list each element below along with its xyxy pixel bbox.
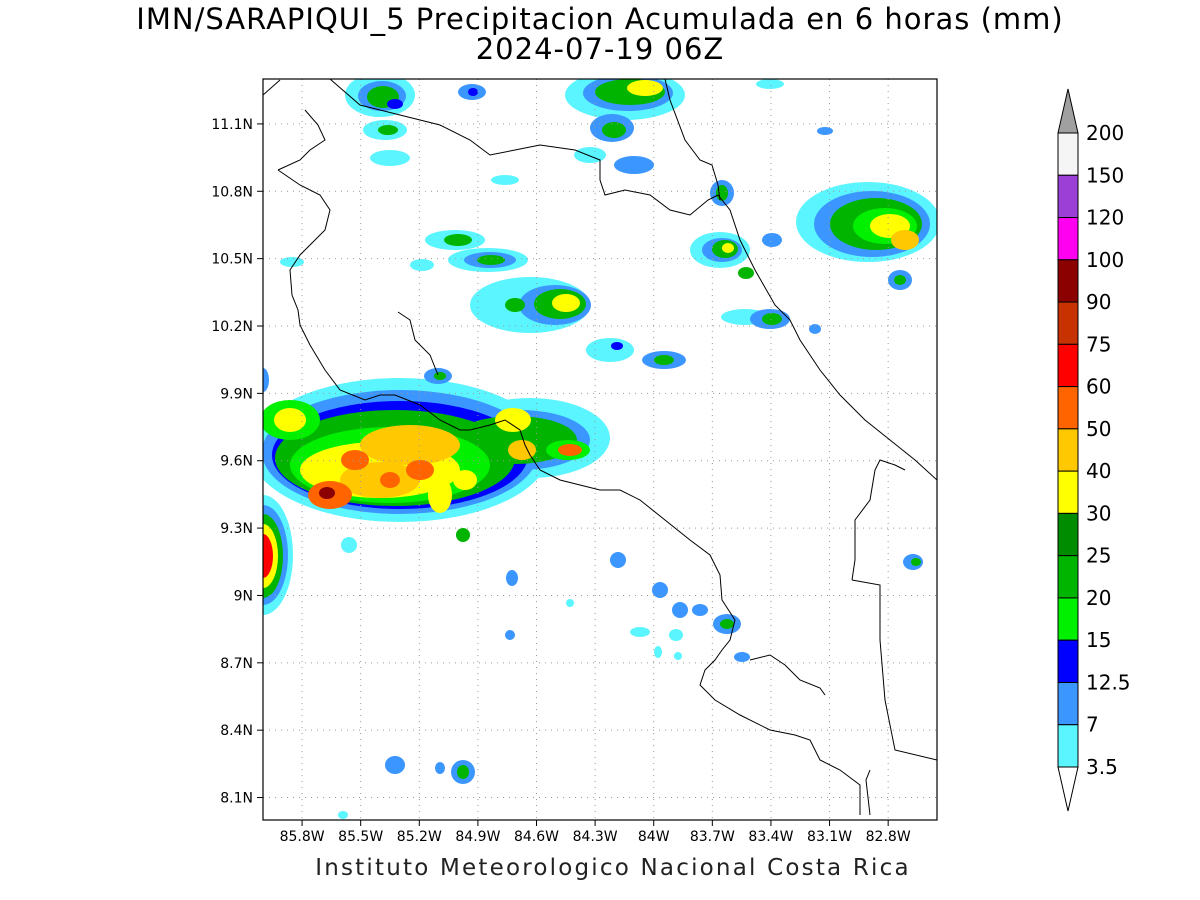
colorbar-label: 3.5 [1086, 755, 1118, 779]
coastline [263, 79, 937, 816]
lon-tick-label: 83.4W [748, 829, 793, 845]
colorbar-label: 12.5 [1086, 670, 1131, 694]
map-date: 2024-07-19 06Z [475, 32, 725, 66]
lat-tick-label: 8.1N [220, 791, 253, 807]
colorbar-swatch [1057, 259, 1079, 303]
lon-tick-label: 82.8W [866, 829, 911, 845]
colorbar-label: 30 [1086, 501, 1111, 525]
map-grid [263, 79, 937, 820]
lon-tick-label: 85.5W [338, 829, 383, 845]
colorbar-swatch [1057, 555, 1079, 599]
lon-tick-label: 84.9W [455, 829, 500, 845]
colorbar-swatch [1057, 301, 1079, 345]
rain-cell-southwest-edge [263, 368, 470, 615]
colorbar-label: 7 [1086, 713, 1099, 737]
rain-cell-caribbean-north [690, 127, 937, 290]
colorbar-swatch [1057, 597, 1079, 641]
precipitation-field [263, 79, 937, 819]
lat-tick-label: 8.7N [220, 656, 253, 672]
lon-tick-label: 85.8W [280, 829, 325, 845]
colorbar-swatch [1057, 724, 1079, 768]
longitude-ticks: 85.8W 85.5W 85.2W 84.9W 84.6W 84.3W 84W 83.7W 83… [280, 820, 911, 845]
map-frame [262, 78, 938, 821]
latitude-ticks: 11.1N 10.8N 10.5N 10.2N 9.9N 9.6N 9.3N 9N 8.7N 8.… [211, 117, 263, 807]
rain-cell-north-central [491, 79, 784, 206]
lon-tick-label: 83.1W [807, 829, 852, 845]
colorbar-swatch [1057, 132, 1079, 176]
colorbar-max-triangle [1057, 88, 1079, 134]
lon-tick-label: 83.7W [690, 829, 735, 845]
rain-cell-northern-plains [280, 230, 821, 369]
lat-tick-label: 10.2N [211, 319, 253, 335]
rain-cell-pacific-main [263, 368, 610, 522]
lat-tick-label: 8.4N [220, 723, 253, 739]
colorbar-swatch [1057, 174, 1079, 219]
colorbar-label: 60 [1086, 375, 1111, 399]
colorbar-swatch [1057, 639, 1079, 683]
colorbar-label: 120 [1086, 206, 1124, 230]
lat-tick-label: 10.5N [211, 252, 253, 268]
credit-text: Instituto Meteorologico Nacional Costa R… [315, 855, 911, 881]
colorbar-swatch [1057, 386, 1079, 430]
lon-tick-label: 85.2W [397, 829, 442, 845]
colorbar-label: 40 [1086, 459, 1111, 483]
rain-cell-southern-scattered [338, 552, 923, 819]
lat-tick-label: 9N [234, 588, 253, 604]
lat-tick-label: 9.9N [220, 386, 253, 402]
colorbar-swatch [1057, 428, 1079, 472]
colorbar-label: 15 [1086, 628, 1111, 652]
colorbar-label: 200 [1086, 121, 1124, 145]
lat-tick-label: 9.3N [220, 521, 253, 537]
lat-tick-label: 9.6N [220, 454, 253, 470]
colorbar-label: 20 [1086, 586, 1111, 610]
colorbar-swatch [1057, 512, 1079, 557]
colorbar-swatch [1057, 681, 1079, 726]
lat-tick-label: 10.8N [211, 184, 253, 200]
colorbar-swatch [1057, 217, 1079, 261]
map-title: IMN/SARAPIQUI_5 Precipitacion Acumulada … [136, 2, 1064, 36]
colorbar-label: 90 [1086, 290, 1111, 314]
colorbar-label: 150 [1086, 163, 1124, 187]
colorbar-swatch [1057, 343, 1079, 388]
lon-tick-label: 84.3W [573, 829, 618, 845]
colorbar-label: 100 [1086, 248, 1124, 272]
colorbar-label: 25 [1086, 544, 1111, 568]
colorbar-swatch [1057, 470, 1079, 514]
lat-tick-label: 11.1N [211, 117, 253, 133]
lon-tick-label: 84.6W [514, 829, 559, 845]
rain-cell-nw-border [345, 79, 486, 166]
colorbar-label: 75 [1086, 332, 1111, 356]
colorbar-min-triangle [1057, 766, 1079, 812]
colorbar: 200 150 120 100 90 75 60 50 40 30 25 20 15 12.5 7 3.5 [1057, 88, 1131, 812]
colorbar-label: 50 [1086, 417, 1111, 441]
lon-tick-label: 84W [638, 829, 670, 845]
